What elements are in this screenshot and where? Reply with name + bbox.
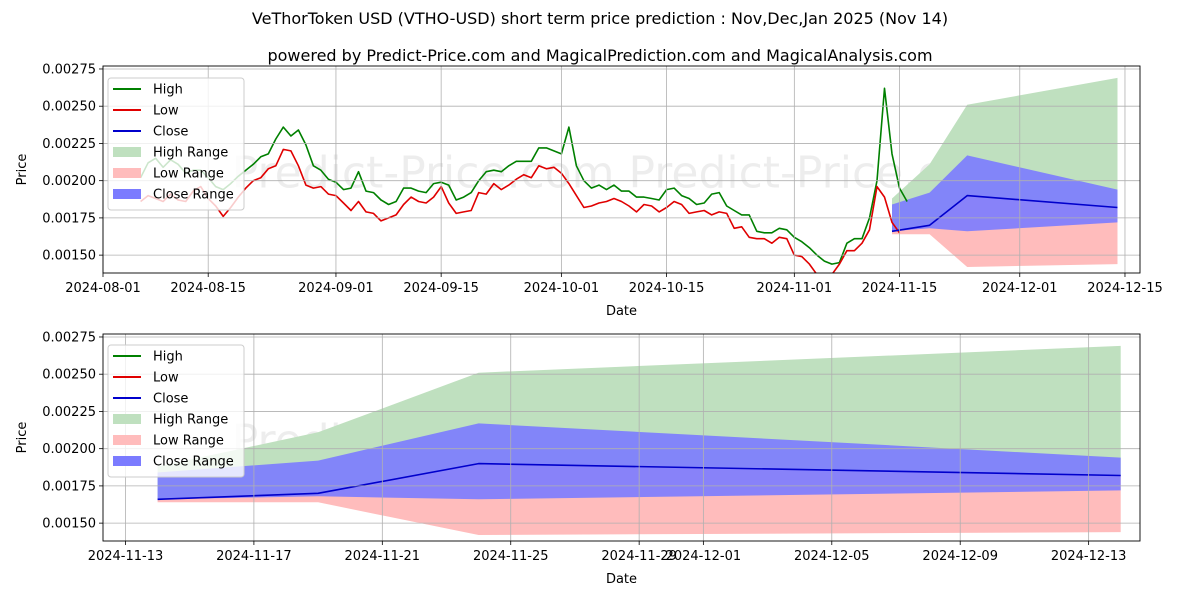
legend: High Low Close High Range Low Range Close Ran… <box>107 77 245 211</box>
low-range-legend-label: Low Range <box>153 167 224 182</box>
zoom-panel: Predict-Price.com Predict-Price.com0.001… <box>15 330 1141 587</box>
y-tick-label: 0.00200 <box>42 174 96 189</box>
high-range-legend-label: High Range <box>153 413 228 428</box>
y-tick-label: 0.00275 <box>42 62 96 77</box>
legend-box <box>107 344 245 478</box>
y-tick-label: 0.00225 <box>42 137 96 152</box>
close-range-legend-swatch <box>113 456 141 466</box>
y-axis-label: Price <box>15 422 30 454</box>
x-axis-label: Date <box>606 572 637 587</box>
close-legend-label: Close <box>153 392 188 407</box>
high-legend-label: High <box>153 350 183 365</box>
watermark-text: Predict-Price.com Predict-Price.com <box>232 148 1011 199</box>
y-tick-label: 0.00275 <box>42 330 96 345</box>
x-tick-label: 2024-12-01 <box>982 281 1058 296</box>
x-tick-label: 2024-11-25 <box>473 549 549 564</box>
x-axis-label: Date <box>606 304 637 319</box>
x-tick-label: 2024-10-01 <box>524 281 600 296</box>
x-tick-label: 2024-12-05 <box>794 549 870 564</box>
x-tick-label: 2024-12-01 <box>666 549 742 564</box>
x-tick-label: 2024-08-01 <box>65 281 141 296</box>
high-range-legend-label: High Range <box>153 146 228 161</box>
y-tick-label: 0.00250 <box>42 368 96 383</box>
x-tick-label: 2024-09-01 <box>298 281 374 296</box>
y-tick-label: 0.00175 <box>42 479 96 494</box>
close-range-legend-label: Close Range <box>153 188 234 203</box>
x-tick-label: 2024-12-15 <box>1087 281 1163 296</box>
high-line <box>139 87 908 265</box>
main-panel: Predict-Price.com Predict-Price.com 0.001… <box>15 62 1163 319</box>
x-tick-label: 2024-11-29 <box>601 549 677 564</box>
x-tick-label: 2024-11-13 <box>88 549 164 564</box>
y-tick-label: 0.00225 <box>42 405 96 420</box>
close-legend-label: Close <box>153 125 188 140</box>
grid <box>103 334 1140 541</box>
close-line <box>891 194 1118 233</box>
x-tick-label: 2024-12-13 <box>1051 549 1127 564</box>
high-legend-label: High <box>153 83 183 98</box>
x-tick-label: 2024-12-09 <box>922 549 998 564</box>
x-tick-label: 2024-09-15 <box>403 281 479 296</box>
x-tick-label: 2024-10-15 <box>629 281 705 296</box>
x-tick-label: 2024-11-15 <box>862 281 938 296</box>
high-range-legend-swatch <box>113 414 141 424</box>
low-range-legend-swatch <box>113 168 141 178</box>
close-range-legend-swatch <box>113 189 141 199</box>
y-tick-label: 0.00175 <box>42 211 96 226</box>
legend-box <box>107 77 245 211</box>
low-range-legend-label: Low Range <box>153 434 224 449</box>
x-tick-label: 2024-11-21 <box>345 549 421 564</box>
y-tick-label: 0.00200 <box>42 442 96 457</box>
y-tick-label: 0.00150 <box>42 249 96 264</box>
x-tick-label: 2024-11-17 <box>216 549 292 564</box>
axes-frame <box>102 333 1141 542</box>
chart-title: VeThorToken USD (VTHO-USD) short term pr… <box>251 9 949 28</box>
y-axis-label: Price <box>15 154 30 186</box>
legend: High Low Close High Range Low Range Close Ran… <box>107 344 245 478</box>
low-legend-label: Low <box>153 104 179 119</box>
low-legend-label: Low <box>153 371 179 386</box>
chart-subtitle: powered by Predict-Price.com and Magical… <box>267 46 933 65</box>
close-range-band <box>892 155 1118 232</box>
grid <box>102 66 1140 273</box>
close-line <box>157 462 1121 501</box>
high-range-legend-swatch <box>113 147 141 157</box>
y-tick-label: 0.00250 <box>42 100 96 115</box>
x-tick-label: 2024-08-15 <box>170 281 246 296</box>
low-range-legend-swatch <box>113 435 141 445</box>
x-tick-label: 2024-11-01 <box>757 281 833 296</box>
axes-frame <box>102 65 1141 274</box>
y-tick-label: 0.00150 <box>42 517 96 532</box>
close-range-legend-label: Close Range <box>153 455 234 470</box>
low-line <box>140 148 901 273</box>
